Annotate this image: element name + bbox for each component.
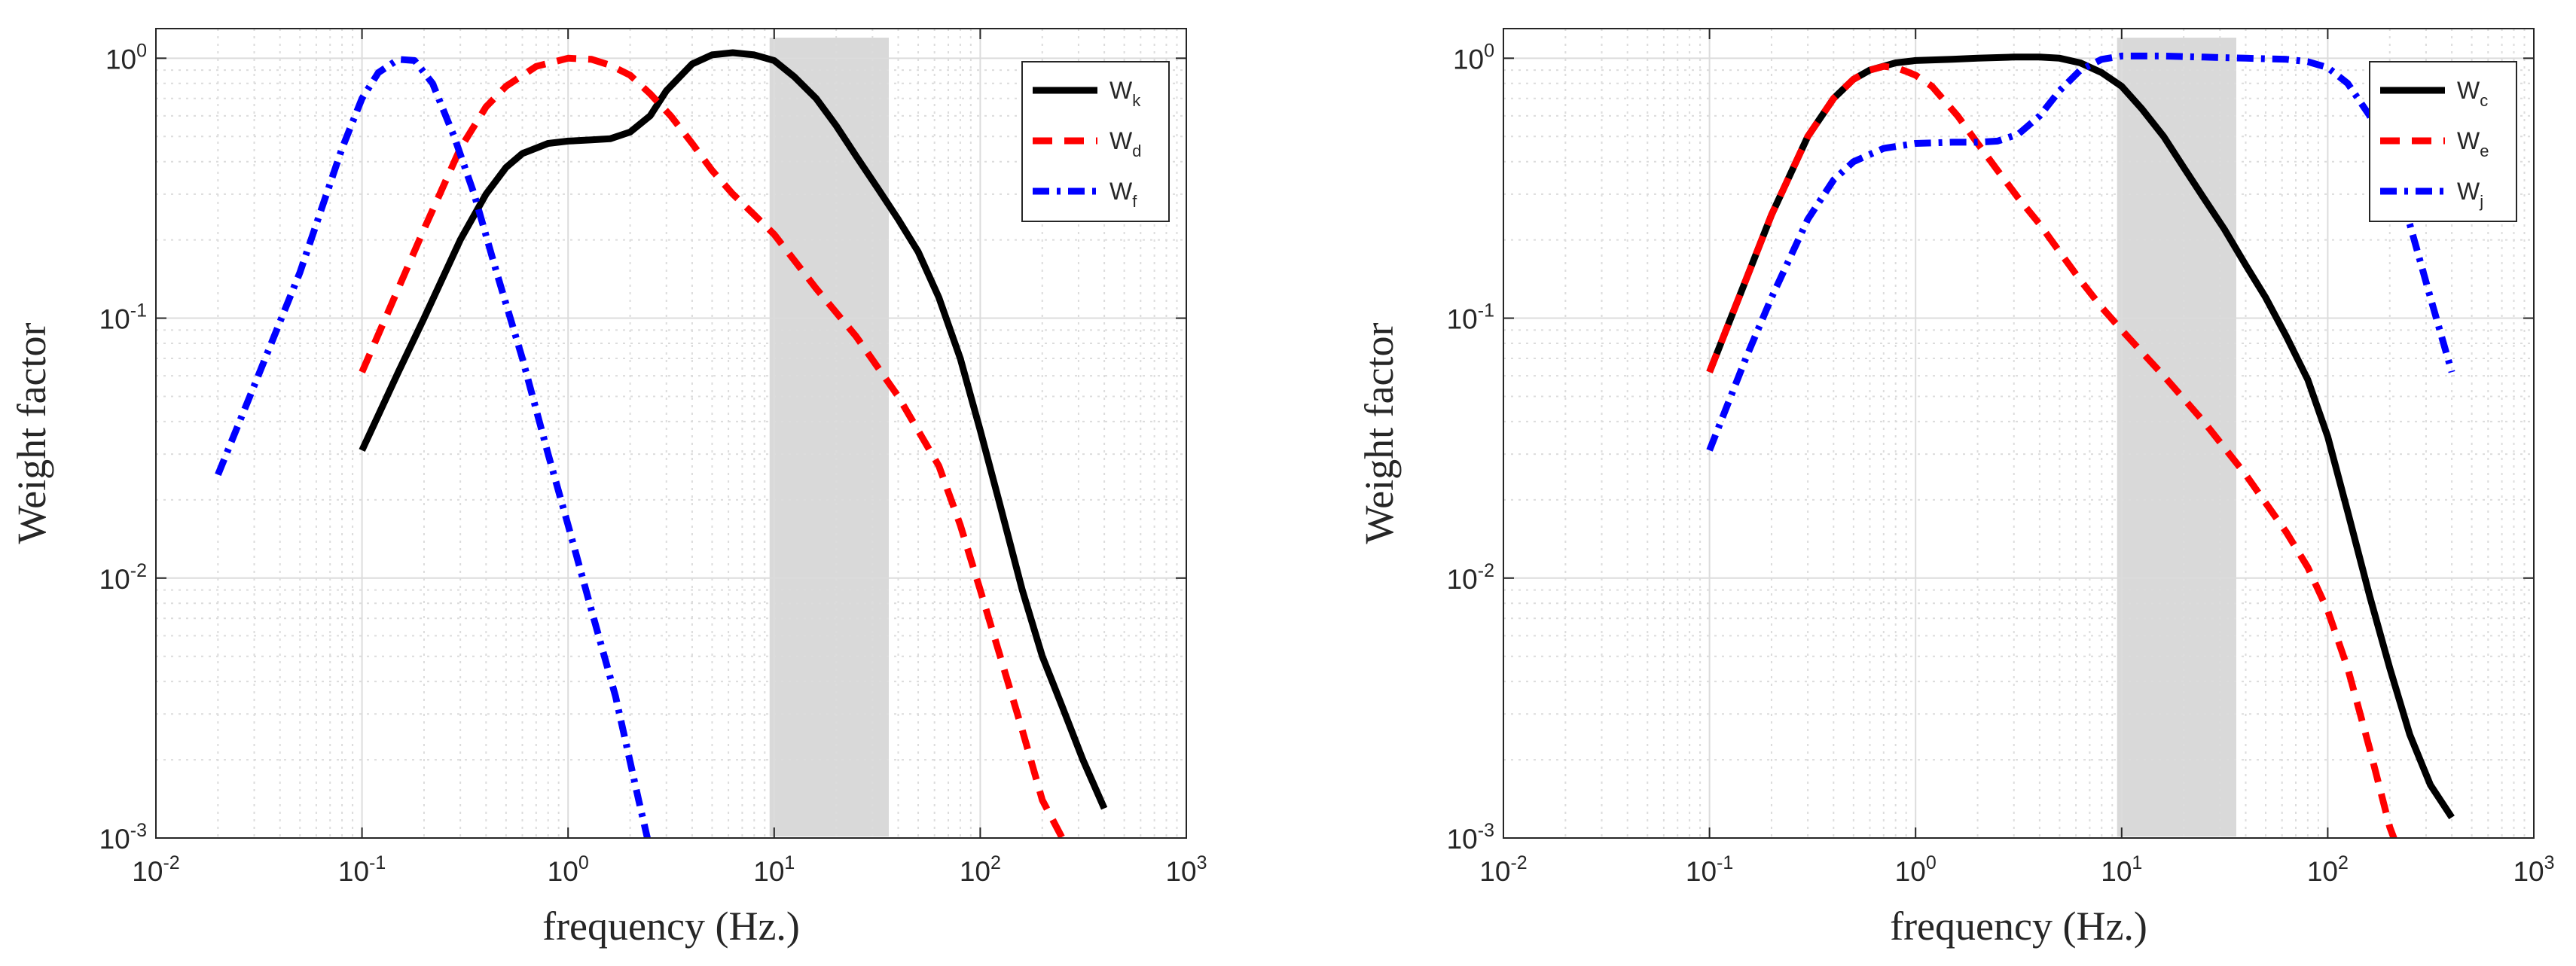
x-tick-label: 10-2 xyxy=(132,852,179,887)
x-tick-label: 100 xyxy=(1895,852,1937,887)
legend: Wc We Wj xyxy=(2369,61,2517,222)
y-tick-label: 10-3 xyxy=(99,820,147,855)
x-tick-label: 102 xyxy=(960,852,1001,887)
x-tick-label: 10-2 xyxy=(1479,852,1527,887)
x-axis-label: frequency (Hz.) xyxy=(1890,904,2147,949)
legend-label-wc: Wc xyxy=(2457,77,2488,110)
x-tick-label: 103 xyxy=(2513,852,2554,887)
axes-frame xyxy=(155,28,1187,839)
series-line-wf xyxy=(215,56,652,838)
chart-panel-1: 10-2 10-1 100 101 102 10310-310-210-1100frequ… xyxy=(9,28,1207,949)
y-axis-label: Weight factor xyxy=(1357,322,1402,544)
series-line-wk xyxy=(359,49,1108,810)
y-tick-label: 10-3 xyxy=(1447,820,1494,855)
legend-label-wf: Wf xyxy=(1109,178,1137,211)
x-axis-label: frequency (Hz.) xyxy=(542,904,800,949)
series-line-we xyxy=(1706,62,2397,838)
x-tick-label: 100 xyxy=(548,852,589,887)
legend-label-wk: Wk xyxy=(1109,77,1141,110)
series-line-wj xyxy=(1706,52,2455,452)
axes-frame xyxy=(1503,28,2535,839)
series-line-wd xyxy=(359,54,1067,838)
legend-label-wj: Wj xyxy=(2457,178,2483,211)
y-tick-label: 10-1 xyxy=(1447,300,1494,335)
shaded-band xyxy=(769,38,890,837)
series-line-wc xyxy=(1706,53,2455,820)
x-tick-label: 101 xyxy=(753,852,795,887)
legend: Wk Wd Wf xyxy=(1021,61,1170,222)
y-axis-label: Weight factor xyxy=(9,322,54,544)
x-tick-label: 101 xyxy=(2101,852,2142,887)
y-tick-label: 10-2 xyxy=(1447,560,1494,595)
y-tick-label: 100 xyxy=(1453,40,1494,75)
chart-panel-2: 10-2 10-1 100 101 102 10310-310-210-1100frequ… xyxy=(1357,28,2555,949)
x-tick-label: 10-1 xyxy=(338,852,386,887)
legend-label-we: We xyxy=(2457,127,2489,160)
x-tick-label: 10-1 xyxy=(1686,852,1733,887)
x-tick-label: 103 xyxy=(1165,852,1207,887)
y-tick-label: 100 xyxy=(105,40,147,75)
y-tick-label: 10-2 xyxy=(99,560,147,595)
y-tick-label: 10-1 xyxy=(99,300,147,335)
legend-label-wd: Wd xyxy=(1109,127,1141,160)
x-tick-label: 102 xyxy=(2307,852,2349,887)
